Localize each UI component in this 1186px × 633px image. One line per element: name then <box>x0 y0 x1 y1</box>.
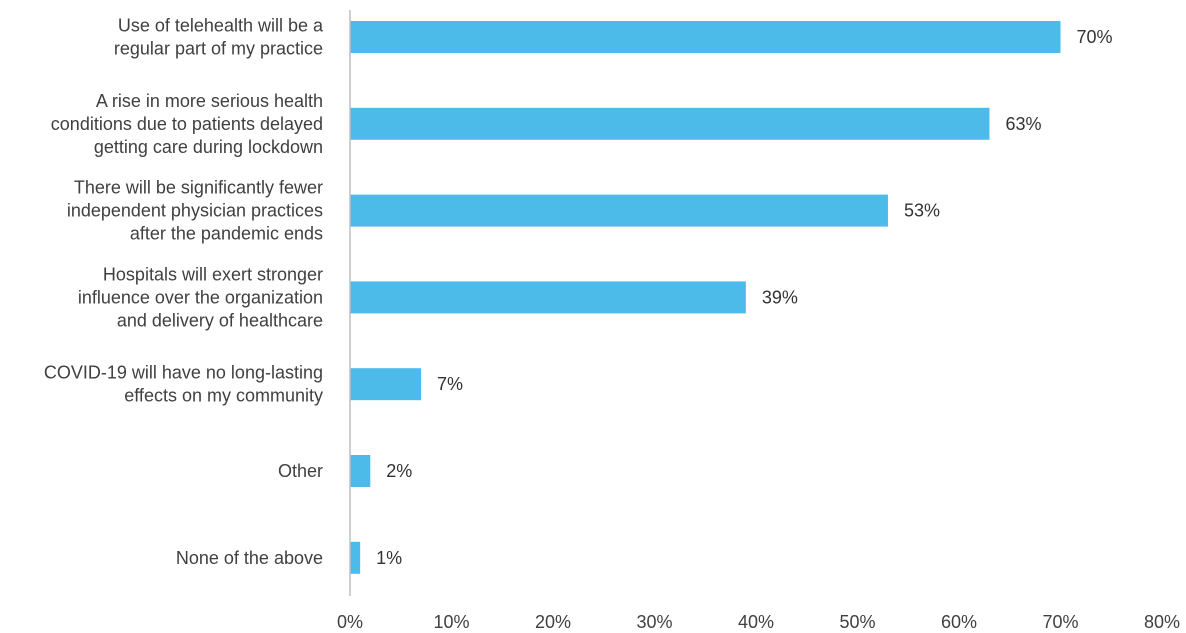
bar <box>350 455 371 487</box>
x-tick-label: 40% <box>738 612 774 632</box>
category-label: There will be significantly fewer indepen… <box>67 178 323 244</box>
category-label-line: conditions due to patients delayed <box>51 114 323 134</box>
category-label-line: and delivery of healthcare <box>117 310 323 330</box>
category-labels: Use of telehealth will be a regular part … <box>44 16 324 568</box>
bar <box>350 107 990 140</box>
bars <box>350 21 1061 574</box>
x-tick-label: 10% <box>433 612 469 632</box>
x-tick-label: 60% <box>941 612 977 632</box>
data-label: 1% <box>376 548 402 568</box>
category-label: None of the above <box>176 548 323 568</box>
bar <box>350 281 746 314</box>
x-tick-label: 30% <box>636 612 672 632</box>
category-label: Hospitals will exert stronger influence o… <box>78 264 323 330</box>
category-label-line: None of the above <box>176 548 323 568</box>
category-label-line: getting care during lockdown <box>94 137 323 157</box>
x-tick-label: 70% <box>1042 612 1078 632</box>
category-label-line: regular part of my practice <box>114 39 323 59</box>
value-labels: 70% 63% 53% 39% 7% 2% 1% <box>376 27 1112 568</box>
data-label: 2% <box>386 461 412 481</box>
data-label: 39% <box>762 287 798 307</box>
category-label-line: after the pandemic ends <box>130 224 323 244</box>
data-label: 7% <box>437 374 463 394</box>
category-label: A rise in more serious health conditions … <box>51 91 323 157</box>
category-label-line: Other <box>278 461 323 481</box>
category-label-line: COVID-19 will have no long-lasting <box>44 363 323 383</box>
bar <box>350 194 888 227</box>
category-label-line: There will be significantly fewer <box>74 178 323 198</box>
category-label: COVID-19 will have no long-lasting effect… <box>44 363 323 406</box>
data-label: 53% <box>904 201 940 221</box>
category-label-line: effects on my community <box>124 386 323 406</box>
x-tick-label: 50% <box>839 612 875 632</box>
category-label: Use of telehealth will be a regular part … <box>114 16 324 59</box>
x-tick-label: 80% <box>1144 612 1180 632</box>
x-tick-label: 0% <box>337 612 363 632</box>
x-axis-tick-labels: 0% 10% 20% 30% 40% 50% 60% 70% 80% <box>337 612 1180 632</box>
category-label-line: Hospitals will exert stronger <box>103 264 323 284</box>
category-label-line: A rise in more serious health <box>96 91 323 111</box>
category-label: Other <box>278 461 323 481</box>
category-label-line: independent physician practices <box>67 201 323 221</box>
data-label: 70% <box>1077 27 1113 47</box>
data-label: 63% <box>1005 114 1041 134</box>
bar <box>350 541 361 574</box>
category-label-line: influence over the organization <box>78 287 323 307</box>
bar <box>350 368 422 401</box>
bar <box>350 21 1061 53</box>
category-label-line: Use of telehealth will be a <box>118 16 324 36</box>
x-tick-label: 20% <box>535 612 571 632</box>
